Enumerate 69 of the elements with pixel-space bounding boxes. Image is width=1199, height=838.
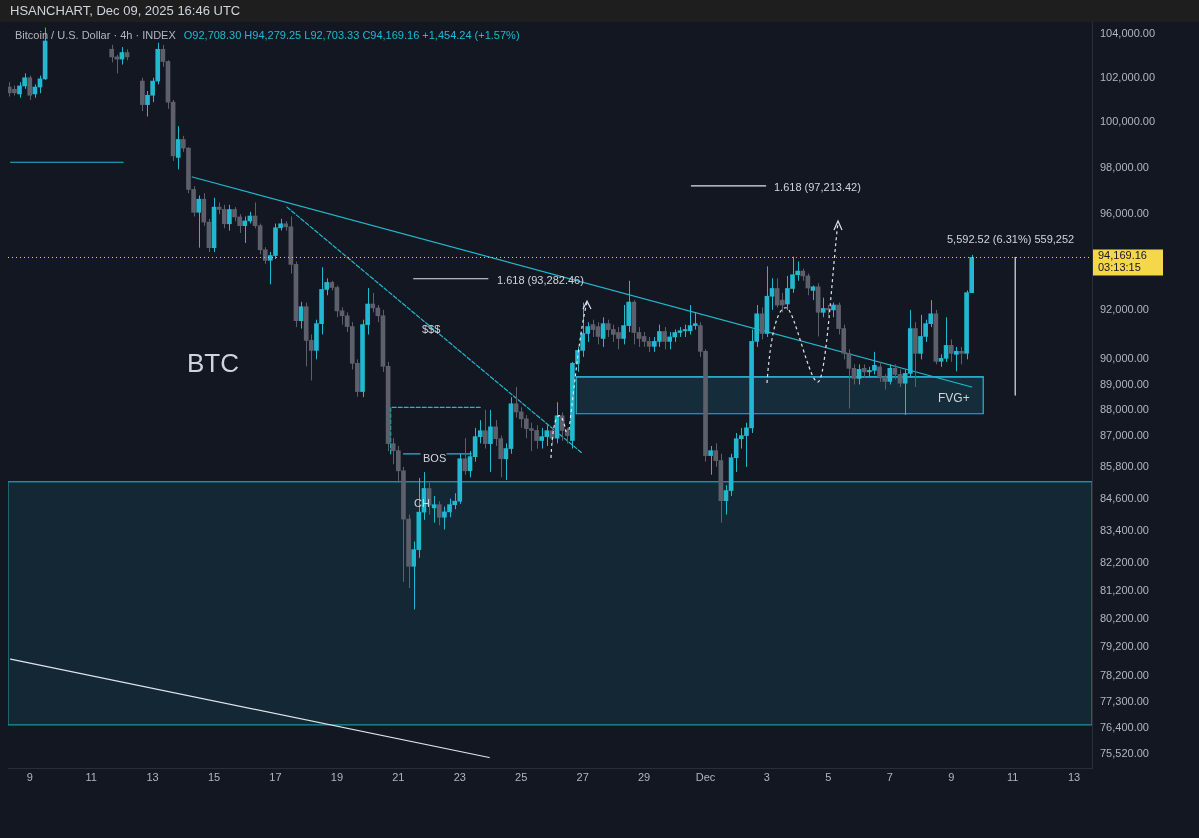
candlestick [483, 409, 488, 450]
x-tick-label: 23 [453, 770, 466, 783]
y-tick-label: 89,000.00 [1100, 377, 1149, 390]
ref-line-label: 94,169.16 [1098, 249, 1147, 262]
x-tick-label: 5 [825, 770, 832, 783]
candlestick [954, 346, 959, 372]
candlestick [370, 292, 376, 313]
x-tick-label: 13 [146, 770, 159, 783]
candlestick [436, 500, 442, 526]
y-tick-label: 96,000.00 [1100, 207, 1149, 220]
x-tick-label: 9 [26, 770, 33, 783]
candlestick [175, 125, 181, 170]
x-tick-label: 13 [1067, 770, 1081, 783]
annotation: 5,592.52 (6.31%) 559,252 [947, 233, 1075, 246]
x-tick-label: 21 [392, 770, 405, 783]
y-tick-label: 80,200.00 [1100, 611, 1149, 624]
y-tick-label: 98,000.00 [1100, 160, 1149, 173]
y-tick-label: 84,600.00 [1100, 491, 1149, 504]
y-tick-label: 87,000.00 [1100, 428, 1149, 441]
y-tick-label: 82,200.00 [1100, 556, 1149, 569]
candlestick [518, 406, 524, 429]
x-tick-label: 29 [637, 770, 651, 783]
y-tick-label: 85,800.00 [1100, 459, 1149, 472]
candlestick [539, 427, 545, 450]
x-tick-label: 15 [207, 770, 221, 783]
x-tick-label: 7 [886, 770, 893, 783]
x-tick-label: 19 [330, 770, 344, 783]
y-tick-label: 102,000.00 [1100, 70, 1156, 83]
candlestick [759, 306, 765, 340]
y-tick-label: 92,000.00 [1100, 302, 1149, 315]
x-tick-label: 9 [948, 770, 955, 783]
x-tick-label: 11 [1006, 770, 1019, 783]
y-tick-label: 78,200.00 [1100, 668, 1149, 681]
candlestick [662, 326, 667, 350]
candlestick [27, 75, 33, 101]
candlestick [488, 409, 493, 473]
text: HSANCHART, Dec 09, 2025 16:46 UTC [0, 0, 1199, 22]
candlestick [221, 204, 227, 229]
candlestick [779, 292, 785, 313]
y-tick-label: 83,400.00 [1100, 523, 1149, 536]
y-tick-label: 75,520.00 [1100, 746, 1149, 759]
x-tick-label: 27 [576, 770, 589, 783]
y-tick-label: 76,400.00 [1100, 720, 1149, 733]
x-tick-label: 17 [269, 770, 282, 783]
y-tick-label: 79,200.00 [1100, 639, 1149, 652]
annotation: 1.618 (97,213.42) [774, 181, 861, 194]
annotation: BTC [187, 348, 239, 379]
candlestick [820, 297, 826, 318]
candlestick [948, 338, 954, 363]
candlestick [708, 445, 713, 476]
x-tick-label: 11 [85, 770, 97, 783]
y-tick-label: 81,200.00 [1100, 583, 1149, 596]
candlestick [201, 192, 207, 227]
annotation: BOS [423, 452, 447, 465]
x-tick-label: 3 [763, 770, 770, 783]
text: O92,708.30 H94,279.25 L92,703.33 C94,169.16 +1,454.24 (+1.57%) [183, 29, 520, 41]
candlestick [442, 506, 447, 531]
y-tick-label: 77,300.00 [1100, 694, 1149, 707]
annotation: FVG+ [938, 391, 970, 406]
text: 03:13:15 [1098, 261, 1141, 274]
candlestick [227, 204, 232, 232]
y-tick-label: 104,000.00 [1100, 27, 1156, 40]
y-tick-label: 88,000.00 [1100, 402, 1149, 415]
candlestick [196, 194, 202, 249]
y-tick-label: 100,000.00 [1100, 115, 1156, 128]
x-tick-label: Dec [695, 770, 716, 783]
x-tick-label: 25 [515, 770, 528, 783]
y-tick-label: 90,000.00 [1100, 352, 1149, 365]
candlestick [431, 495, 437, 524]
